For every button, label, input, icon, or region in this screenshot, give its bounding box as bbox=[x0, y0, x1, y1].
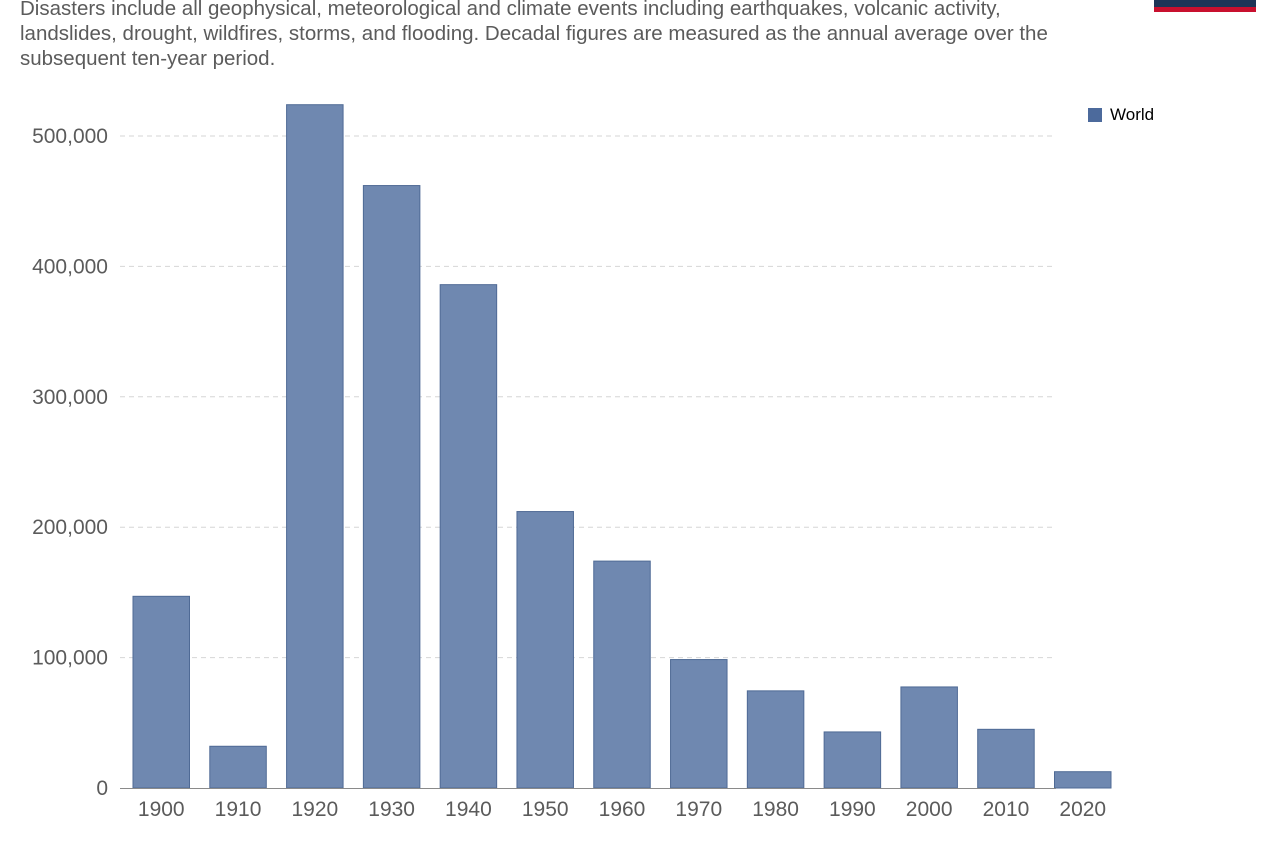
bar-1940[interactable] bbox=[439, 284, 498, 789]
x-tick-label: 1990 bbox=[829, 798, 876, 821]
y-tick-label: 400,000 bbox=[32, 255, 108, 278]
y-tick-label: 500,000 bbox=[32, 125, 108, 148]
x-tick-label: 1940 bbox=[445, 798, 492, 821]
legend-label-world[interactable]: World bbox=[1110, 105, 1155, 124]
x-tick-label: 1920 bbox=[291, 798, 338, 821]
bar-1950[interactable] bbox=[516, 511, 574, 789]
bar-1910[interactable] bbox=[209, 745, 267, 789]
bar-2010[interactable] bbox=[977, 728, 1035, 789]
x-tick-label: 1950 bbox=[522, 798, 569, 821]
x-tick-label: 1900 bbox=[138, 798, 185, 821]
bars bbox=[132, 104, 1112, 789]
bar-1930[interactable] bbox=[362, 185, 421, 789]
bar-1900[interactable] bbox=[132, 595, 190, 789]
chart-subtitle: Disasters include all geophysical, meteo… bbox=[20, 0, 1048, 70]
x-tick-label: 1960 bbox=[599, 798, 646, 821]
bar-1970[interactable] bbox=[670, 659, 728, 789]
x-tick-label: 1910 bbox=[215, 798, 262, 821]
x-tick-label: 2020 bbox=[1059, 798, 1106, 821]
legend-swatch-world bbox=[1088, 108, 1102, 122]
y-tick-label: 100,000 bbox=[32, 647, 108, 670]
y-tick-label: 200,000 bbox=[32, 516, 108, 539]
bar-1960[interactable] bbox=[593, 560, 651, 789]
y-tick-label: 0 bbox=[96, 777, 108, 800]
bar-2000[interactable] bbox=[900, 686, 958, 789]
x-tick-label: 1980 bbox=[752, 798, 799, 821]
bar-1990[interactable] bbox=[823, 731, 882, 789]
gridlines bbox=[120, 135, 1056, 659]
x-tick-label: 1930 bbox=[368, 798, 415, 821]
bar-1980[interactable] bbox=[746, 690, 805, 789]
y-tick-label: 300,000 bbox=[32, 386, 108, 409]
bar-1920[interactable] bbox=[286, 104, 344, 789]
x-axis-ticks: 1900 1910 1920 1930 1940 1950 1960 1970 1980 1990… bbox=[138, 798, 1106, 821]
logo[interactable] bbox=[1154, 0, 1256, 12]
x-tick-label: 2010 bbox=[983, 798, 1030, 821]
bar-2020[interactable] bbox=[1054, 771, 1112, 789]
legend[interactable]: World bbox=[1088, 105, 1154, 125]
y-axis-ticks: 0 100,000 200,000 300,000 400,000 500,000 bbox=[32, 125, 108, 800]
x-tick-label: 1970 bbox=[675, 798, 722, 821]
x-tick-label: 2000 bbox=[906, 798, 953, 821]
